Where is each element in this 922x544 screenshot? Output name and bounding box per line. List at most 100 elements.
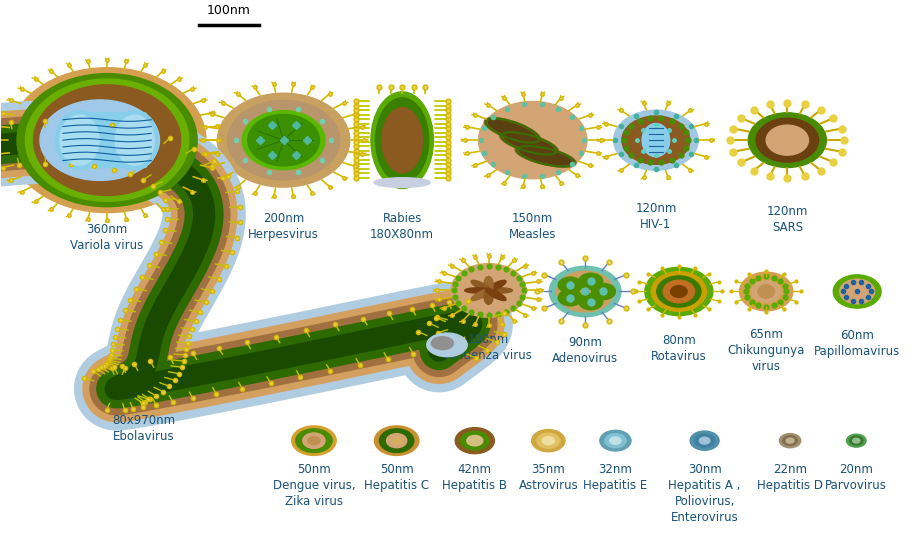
Ellipse shape — [699, 437, 710, 444]
Ellipse shape — [115, 115, 154, 165]
Ellipse shape — [559, 290, 582, 306]
Ellipse shape — [471, 288, 491, 301]
Ellipse shape — [375, 98, 429, 182]
Ellipse shape — [380, 429, 414, 453]
Ellipse shape — [218, 93, 349, 187]
Text: 80x970nm
Ebolavirus: 80x970nm Ebolavirus — [112, 414, 175, 443]
Ellipse shape — [465, 288, 492, 293]
Ellipse shape — [485, 288, 513, 293]
Ellipse shape — [479, 102, 587, 179]
Text: 22nm
Hepatitis D: 22nm Hepatitis D — [757, 463, 823, 492]
Ellipse shape — [33, 85, 181, 195]
Ellipse shape — [579, 273, 603, 289]
Text: 120nm
SARS: 120nm SARS — [766, 205, 808, 233]
Ellipse shape — [559, 277, 582, 293]
Ellipse shape — [579, 294, 603, 310]
Text: 360nm
Variola virus: 360nm Variola virus — [70, 224, 144, 252]
Ellipse shape — [550, 266, 621, 317]
Text: 200nm
Herpesvirus: 200nm Herpesvirus — [248, 212, 319, 240]
Ellipse shape — [382, 108, 422, 173]
Ellipse shape — [656, 276, 701, 307]
Text: 30nm
Hepatitis A ,
Poliovirus,
Enterovirus: 30nm Hepatitis A , Poliovirus, Enterovir… — [668, 463, 740, 524]
Circle shape — [431, 337, 454, 350]
Circle shape — [427, 333, 467, 357]
Ellipse shape — [751, 281, 781, 302]
Ellipse shape — [386, 434, 407, 448]
Ellipse shape — [670, 286, 687, 298]
Ellipse shape — [642, 123, 669, 157]
Ellipse shape — [503, 134, 554, 153]
Ellipse shape — [609, 437, 621, 444]
Text: 50nm
Dengue virus,
Zika virus: 50nm Dengue virus, Zika virus — [273, 463, 355, 508]
Ellipse shape — [500, 132, 559, 155]
Text: 90nm
Adenovirus: 90nm Adenovirus — [552, 336, 618, 365]
Ellipse shape — [291, 426, 337, 455]
Ellipse shape — [228, 101, 339, 180]
Ellipse shape — [537, 433, 560, 448]
Ellipse shape — [557, 271, 613, 312]
Text: 20nm
Parvovirus: 20nm Parvovirus — [825, 463, 887, 492]
Ellipse shape — [248, 114, 319, 166]
Ellipse shape — [308, 436, 320, 445]
Ellipse shape — [756, 118, 819, 162]
Text: 60nm
Papillomavirus: 60nm Papillomavirus — [814, 329, 900, 358]
Ellipse shape — [786, 438, 794, 443]
Text: 100nm: 100nm — [207, 4, 251, 17]
Ellipse shape — [455, 428, 494, 454]
Ellipse shape — [55, 110, 103, 170]
Ellipse shape — [739, 272, 793, 311]
Ellipse shape — [25, 79, 189, 201]
Text: 80nm
Rotavirus: 80nm Rotavirus — [651, 335, 707, 363]
Ellipse shape — [242, 110, 325, 170]
Ellipse shape — [371, 92, 433, 188]
Ellipse shape — [605, 434, 626, 448]
Ellipse shape — [296, 429, 332, 453]
Ellipse shape — [532, 430, 565, 452]
Text: 100nm
Influenza virus: 100nm Influenza virus — [445, 333, 532, 362]
Ellipse shape — [392, 437, 402, 444]
Ellipse shape — [374, 426, 419, 455]
Ellipse shape — [486, 280, 506, 292]
Ellipse shape — [651, 271, 706, 311]
Ellipse shape — [40, 100, 160, 181]
Ellipse shape — [663, 280, 694, 303]
Ellipse shape — [691, 431, 719, 450]
Ellipse shape — [60, 115, 100, 165]
Text: 150nm
Measles: 150nm Measles — [509, 212, 557, 240]
Ellipse shape — [451, 264, 526, 317]
Ellipse shape — [779, 434, 801, 448]
Ellipse shape — [758, 285, 774, 298]
Ellipse shape — [519, 147, 572, 165]
Ellipse shape — [515, 145, 576, 167]
Text: 42nm
Hepatitis B: 42nm Hepatitis B — [443, 463, 507, 492]
Ellipse shape — [644, 267, 713, 316]
Ellipse shape — [613, 110, 698, 170]
Ellipse shape — [833, 275, 881, 308]
Ellipse shape — [17, 73, 197, 207]
Ellipse shape — [484, 118, 540, 144]
Ellipse shape — [766, 125, 809, 155]
Text: 32nm
Hepatitis E: 32nm Hepatitis E — [584, 463, 647, 492]
Ellipse shape — [849, 436, 863, 445]
Ellipse shape — [374, 178, 431, 187]
Ellipse shape — [461, 431, 489, 450]
Ellipse shape — [486, 288, 506, 301]
Ellipse shape — [484, 276, 493, 293]
Text: Rabies
180X80nm: Rabies 180X80nm — [370, 212, 434, 240]
Text: 65nm
Chikungunya
virus: 65nm Chikungunya virus — [727, 328, 805, 373]
Ellipse shape — [749, 113, 826, 168]
Ellipse shape — [621, 116, 690, 164]
Ellipse shape — [695, 434, 715, 447]
Ellipse shape — [8, 67, 206, 213]
Text: 120nm
HIV-1: 120nm HIV-1 — [635, 202, 677, 231]
Text: 35nm
Astrovirus: 35nm Astrovirus — [518, 463, 578, 492]
Ellipse shape — [846, 434, 866, 447]
Ellipse shape — [542, 437, 554, 444]
Ellipse shape — [471, 280, 491, 292]
Ellipse shape — [489, 120, 537, 141]
Ellipse shape — [783, 436, 798, 446]
FancyBboxPatch shape — [67, 113, 147, 168]
Ellipse shape — [467, 435, 483, 446]
Text: 50nm
Hepatitis C: 50nm Hepatitis C — [364, 463, 430, 492]
Ellipse shape — [592, 283, 615, 300]
